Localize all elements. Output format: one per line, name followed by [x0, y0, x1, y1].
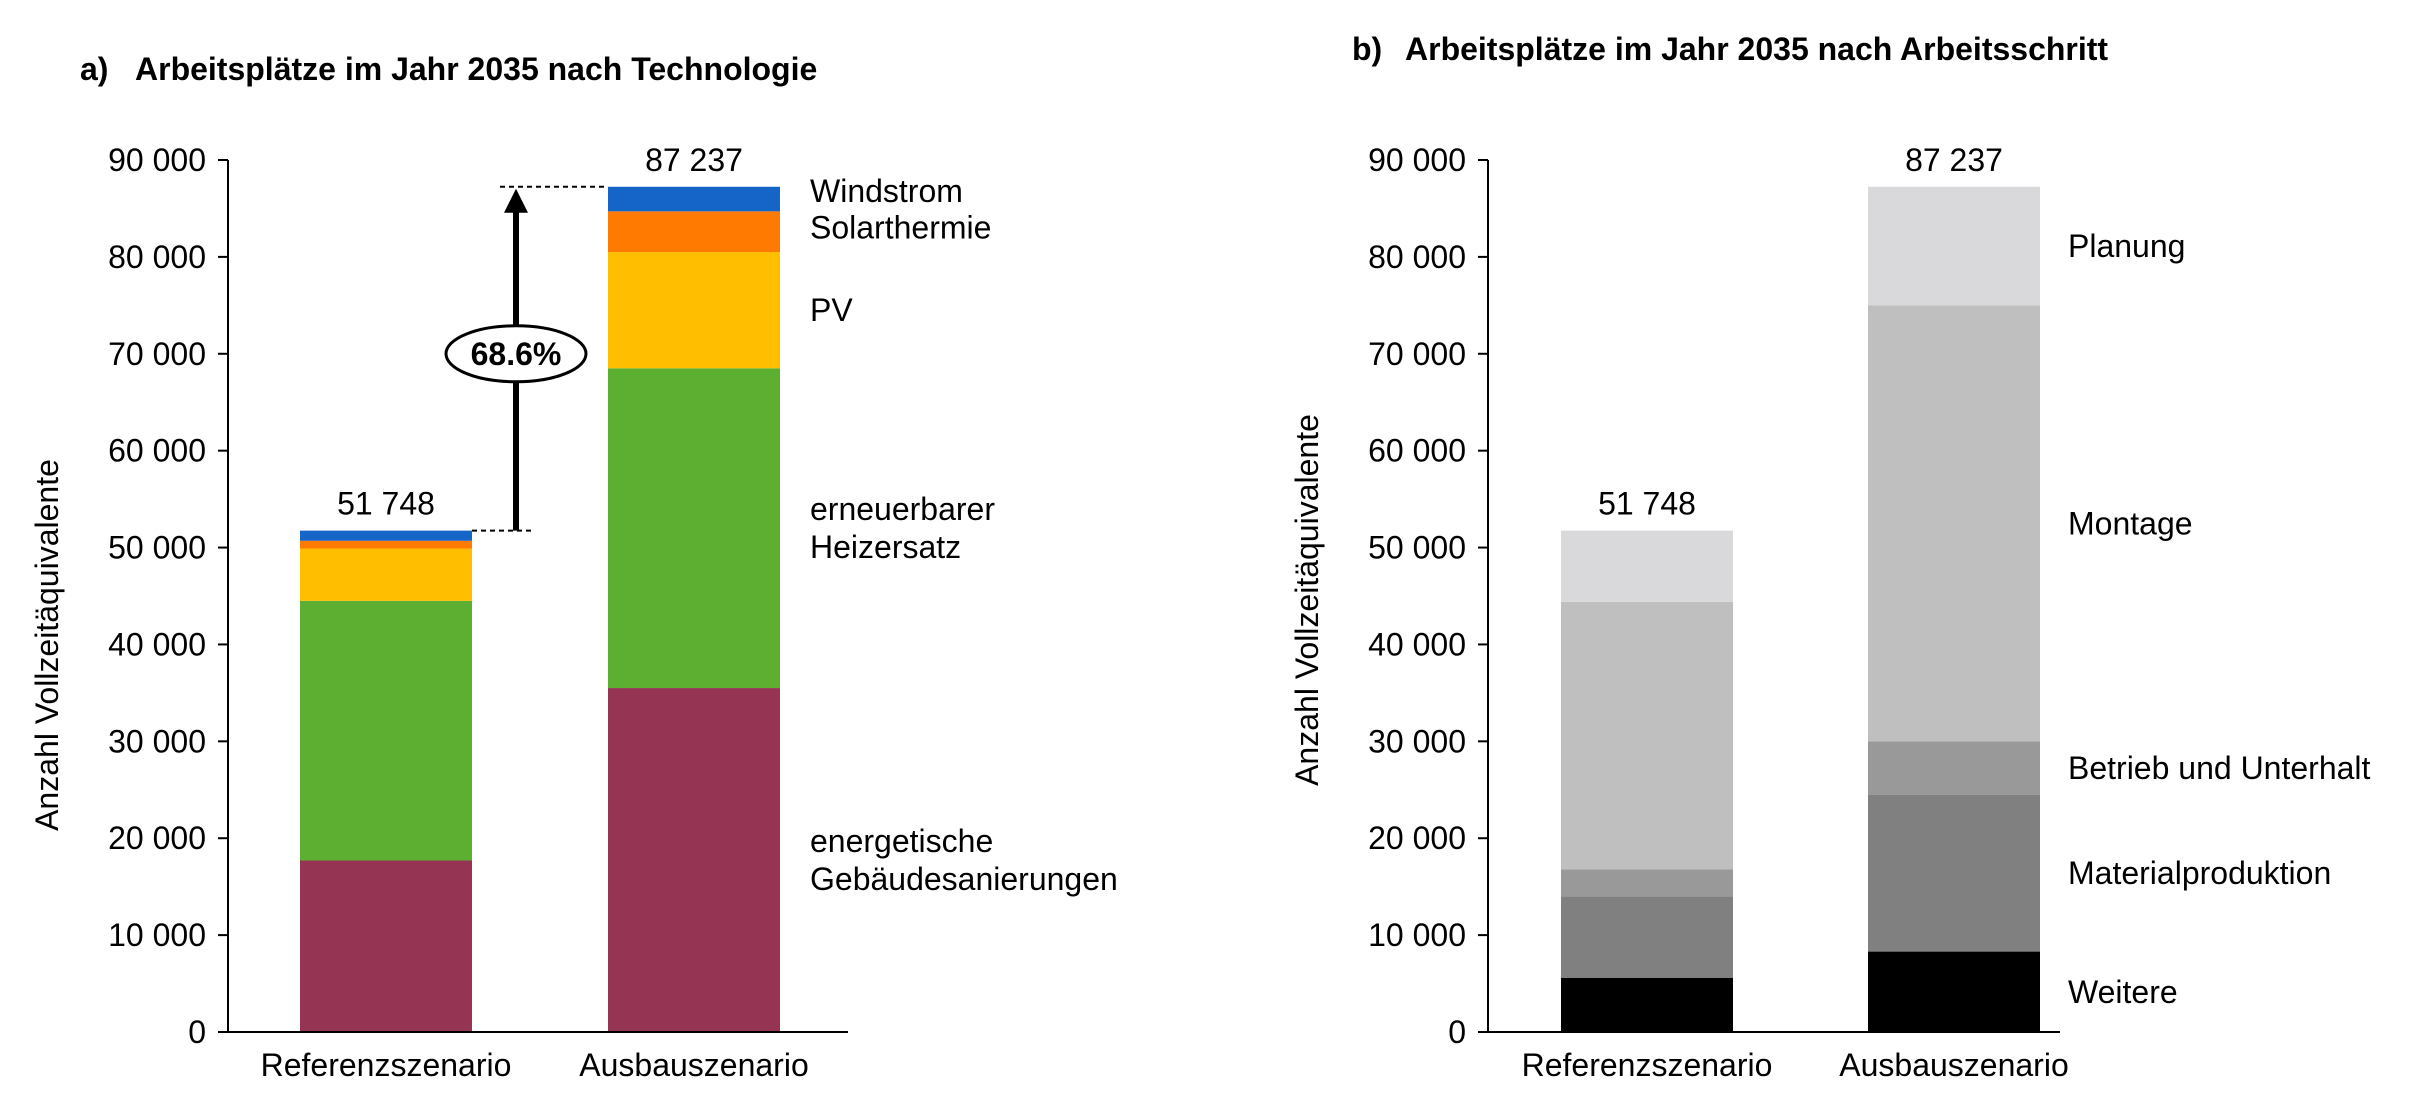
y-tick-label: 40 000 — [108, 626, 206, 662]
panel-a-category-labels: Referenzszenario Ausbauszenario — [261, 1047, 809, 1083]
panel-b-y-ticks: 0 10 000 20 000 30 000 40 000 50 000 60 000 70 … — [1368, 142, 1488, 1050]
x-category-label: Ausbauszenario — [579, 1047, 808, 1083]
bar-segment — [1561, 977, 1733, 1032]
series-label: Heizersatz — [810, 529, 961, 565]
y-tick-label: 70 000 — [108, 336, 206, 372]
y-tick-label: 90 000 — [1368, 142, 1466, 178]
series-label: Betrieb und Unterhalt — [2068, 750, 2371, 786]
bar-segment — [300, 548, 472, 601]
bar-segment — [300, 600, 472, 861]
y-tick-label: 70 000 — [1368, 336, 1466, 372]
y-tick-label: 60 000 — [1368, 433, 1466, 469]
bar-segment — [608, 211, 780, 253]
bar-segment — [608, 368, 780, 689]
y-tick-label: 20 000 — [108, 820, 206, 856]
panel-b-category-labels: Referenzszenario Ausbauszenario — [1522, 1047, 2069, 1083]
panel-a-bars — [300, 186, 780, 1032]
series-label: PV — [810, 292, 853, 328]
x-category-label: Referenzszenario — [1522, 1047, 1773, 1083]
y-tick-label: 30 000 — [108, 723, 206, 759]
y-tick-label: 10 000 — [108, 917, 206, 953]
panel-b-title: Arbeitsplätze im Jahr 2035 nach Arbeitss… — [1405, 31, 2108, 67]
panel-b: b) Arbeitsplätze im Jahr 2035 nach Arbei… — [1289, 31, 2371, 1083]
panel-a-y-axis-label: Anzahl Vollzeitäquivalente — [29, 459, 65, 831]
panel-a: a) Arbeitsplätze im Jahr 2035 nach Techn… — [29, 51, 1118, 1083]
panel-a-growth-annotation: 68.6% — [444, 185, 608, 532]
bar-segment — [300, 540, 472, 549]
x-category-label: Ausbauszenario — [1839, 1047, 2068, 1083]
y-tick-label: 90 000 — [108, 142, 206, 178]
series-label: Windstrom — [810, 173, 963, 209]
bar-segment — [1561, 896, 1733, 978]
bar-segment — [608, 252, 780, 369]
y-tick-label: 80 000 — [108, 239, 206, 275]
bar-total-label: 87 237 — [1905, 142, 2003, 178]
series-label: Solarthermie — [810, 210, 991, 246]
x-category-label: Referenzszenario — [261, 1047, 512, 1083]
y-tick-label: 0 — [188, 1014, 206, 1050]
panel-a-y-ticks: 0 10 000 20 000 30 000 40 000 50 000 60 000 70 … — [108, 142, 228, 1050]
y-tick-label: 50 000 — [1368, 530, 1466, 566]
panel-a-total-labels: 51 748 87 237 — [337, 142, 743, 522]
panel-a-title: Arbeitsplätze im Jahr 2035 nach Technolo… — [135, 51, 817, 87]
panel-b-y-axis-label: Anzahl Vollzeitäquivalente — [1289, 414, 1325, 786]
bar-segment — [608, 186, 780, 212]
bar-segment — [1561, 530, 1733, 602]
bar-segment — [1868, 951, 2040, 1032]
bar-segment — [1868, 305, 2040, 742]
y-tick-label: 10 000 — [1368, 917, 1466, 953]
bar-total-label: 51 748 — [1598, 486, 1696, 522]
y-tick-label: 0 — [1448, 1014, 1466, 1050]
bar-segment — [300, 860, 472, 1032]
y-tick-label: 20 000 — [1368, 820, 1466, 856]
y-tick-label: 60 000 — [108, 433, 206, 469]
series-label: Gebäudesanierungen — [810, 861, 1118, 897]
bar-segment — [1561, 601, 1733, 870]
series-label: Montage — [2068, 505, 2193, 541]
bar-segment — [1561, 869, 1733, 897]
y-tick-label: 50 000 — [108, 530, 206, 566]
bar-segment — [1868, 186, 2040, 306]
series-label: Materialproduktion — [2068, 855, 2331, 891]
bar-segment — [1868, 741, 2040, 795]
bar-segment — [1868, 794, 2040, 952]
growth-percent-label: 68.6% — [471, 336, 562, 372]
series-label: Weitere — [2068, 974, 2178, 1010]
panel-a-label: a) — [80, 51, 108, 87]
bar-total-label: 51 748 — [337, 486, 435, 522]
panel-b-total-labels: 51 748 87 237 — [1598, 142, 2003, 522]
y-tick-label: 80 000 — [1368, 239, 1466, 275]
y-tick-label: 30 000 — [1368, 723, 1466, 759]
bar-segment — [608, 688, 780, 1032]
panel-b-label: b) — [1352, 31, 1382, 67]
bar-segment — [300, 530, 472, 541]
bar-total-label: 87 237 — [645, 142, 743, 178]
series-label: energetische — [810, 823, 993, 859]
series-label: Planung — [2068, 228, 2185, 264]
growth-ellipse — [444, 324, 588, 384]
panel-b-bars — [1561, 186, 2040, 1032]
panel-b-segment-labels: Weitere Materialproduktion Betrieb und Unt… — [2068, 228, 2371, 1010]
y-tick-label: 40 000 — [1368, 626, 1466, 662]
series-label: erneuerbarer — [810, 491, 995, 527]
